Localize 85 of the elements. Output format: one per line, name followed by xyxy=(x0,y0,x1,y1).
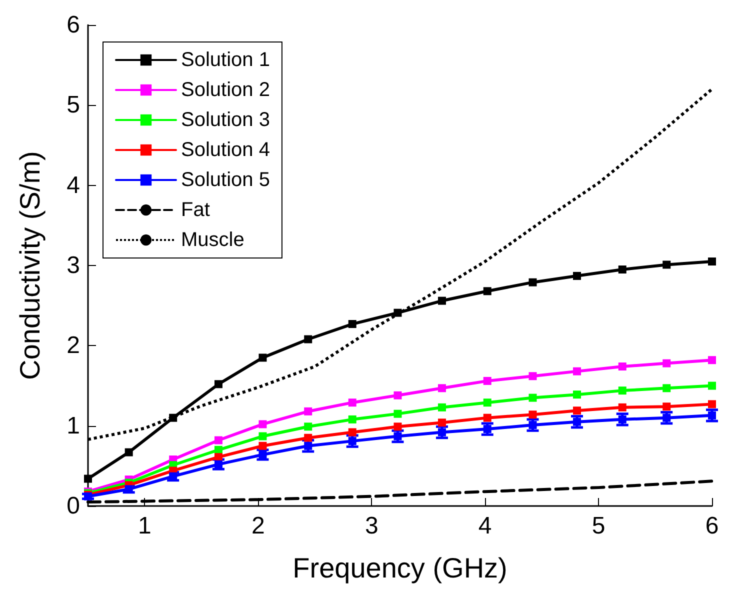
point xyxy=(348,437,356,446)
point xyxy=(348,428,356,436)
point xyxy=(348,398,356,407)
point xyxy=(438,296,446,305)
x-tick-label: 2 xyxy=(252,512,265,540)
point xyxy=(662,402,671,411)
x-tick-label: 6 xyxy=(705,512,719,540)
point xyxy=(438,418,446,427)
point xyxy=(394,391,402,400)
point xyxy=(258,420,267,428)
point xyxy=(528,394,537,402)
x-tick-label: 1 xyxy=(138,512,152,540)
point xyxy=(304,442,312,450)
y-axis-title: Conductivity (S/m) xyxy=(14,151,46,380)
point xyxy=(708,257,716,266)
point xyxy=(214,453,222,462)
point xyxy=(618,362,626,371)
point xyxy=(394,410,402,418)
point xyxy=(708,400,716,408)
point xyxy=(708,356,716,364)
point xyxy=(124,448,133,456)
point xyxy=(438,403,446,412)
y-tick-label: 1 xyxy=(66,412,80,440)
point xyxy=(483,425,492,434)
point xyxy=(528,278,537,286)
point xyxy=(483,376,492,385)
point xyxy=(394,422,402,431)
point xyxy=(348,415,356,424)
y-tick-label: 4 xyxy=(66,172,80,199)
legend-label: Solution 5 xyxy=(181,169,270,191)
point xyxy=(258,354,267,362)
x-axis-title: Frequency (GHz) xyxy=(292,552,508,584)
y-tick-label: 3 xyxy=(66,252,80,279)
point xyxy=(84,474,92,483)
point xyxy=(528,410,537,419)
x-tick-label: 4 xyxy=(478,512,492,540)
point xyxy=(572,418,581,426)
point xyxy=(618,386,626,395)
point xyxy=(304,434,312,442)
point xyxy=(304,407,312,416)
point xyxy=(572,406,581,415)
point xyxy=(572,272,581,280)
point xyxy=(528,421,537,430)
point xyxy=(618,415,626,424)
point xyxy=(528,372,537,380)
legend-label: Solution 3 xyxy=(181,109,270,131)
point xyxy=(214,460,222,468)
legend-label: Solution 1 xyxy=(181,49,270,71)
point xyxy=(438,384,446,392)
x-tick-label: 5 xyxy=(592,512,606,540)
legend-label: Muscle xyxy=(181,229,244,251)
y-tick-label: 5 xyxy=(66,92,80,119)
point xyxy=(304,335,312,344)
legend-label: Fat xyxy=(181,199,210,221)
y-tick-label: 0 xyxy=(66,492,80,520)
point xyxy=(169,414,178,422)
point xyxy=(214,380,222,388)
point xyxy=(214,436,222,444)
point xyxy=(662,414,671,422)
point xyxy=(258,450,267,459)
point xyxy=(304,422,312,431)
legend-label: Solution 4 xyxy=(181,139,270,161)
point xyxy=(483,287,492,296)
point xyxy=(662,359,671,368)
point xyxy=(618,403,626,412)
x-tick-label: 3 xyxy=(364,512,378,540)
point xyxy=(618,266,626,274)
point xyxy=(258,432,267,440)
legend-label: Solution 2 xyxy=(181,79,270,101)
point xyxy=(394,432,402,440)
point xyxy=(483,398,492,407)
point xyxy=(662,384,671,392)
point xyxy=(662,260,671,269)
y-tick-label: 6 xyxy=(66,12,80,38)
point xyxy=(483,414,492,422)
point xyxy=(169,472,178,480)
point xyxy=(572,390,581,399)
point xyxy=(438,428,446,436)
y-tick-label: 2 xyxy=(66,332,80,360)
point xyxy=(258,442,267,450)
point xyxy=(708,411,716,420)
point xyxy=(708,382,716,390)
point xyxy=(394,308,402,317)
point xyxy=(348,320,356,328)
point xyxy=(572,367,581,376)
